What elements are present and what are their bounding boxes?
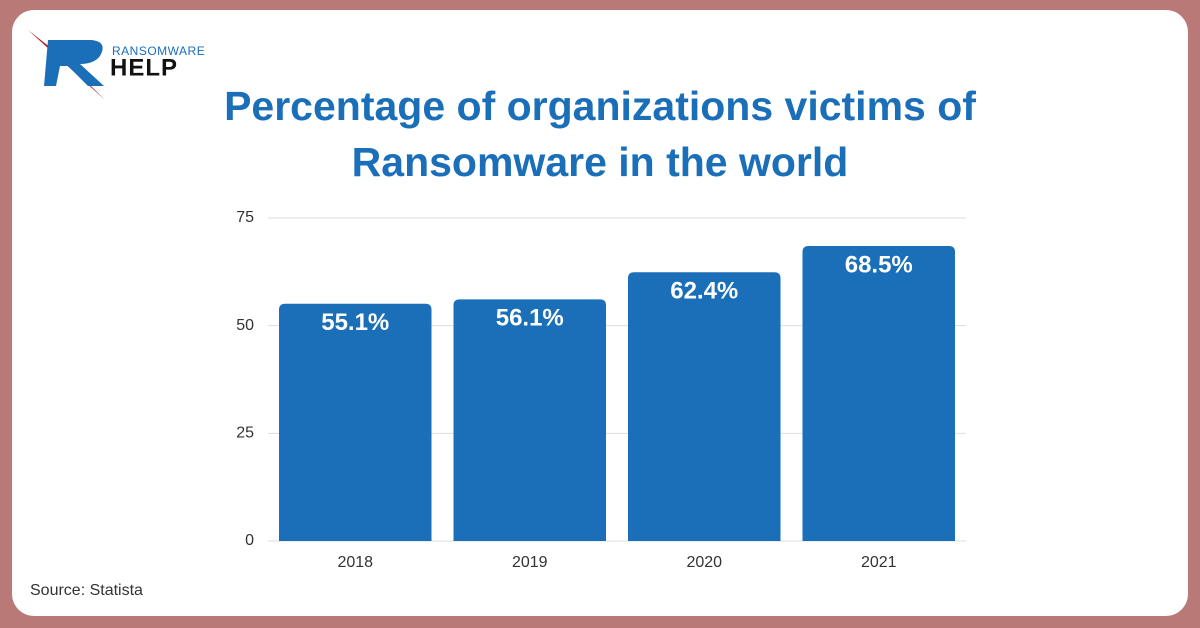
chart-title: Percentage of organizations victims of R… [224,83,976,185]
value-label: 68.5% [845,251,913,278]
bar [453,299,606,541]
x-tick-label: 2019 [512,554,548,571]
bar [628,272,781,541]
y-tick-label: 0 [245,532,254,549]
value-label: 56.1% [496,305,564,332]
value-label: 62.4% [670,278,738,305]
y-tick-label: 50 [236,317,254,334]
x-tick-label: 2018 [337,554,373,571]
logo-big: HELP [110,54,178,81]
logo-r [44,40,104,86]
bar [802,245,955,541]
bar [279,303,432,541]
x-tick-label: 2021 [861,554,897,571]
value-label: 55.1% [321,309,389,336]
source: Source: Statista [30,582,143,599]
logo-small: RANSOMWARE [112,44,205,58]
y-tick-label: 75 [236,209,254,226]
logo: RANSOMWARE HELP [28,30,205,100]
y-tick-label: 25 [236,425,254,442]
x-tick-label: 2020 [686,554,722,571]
